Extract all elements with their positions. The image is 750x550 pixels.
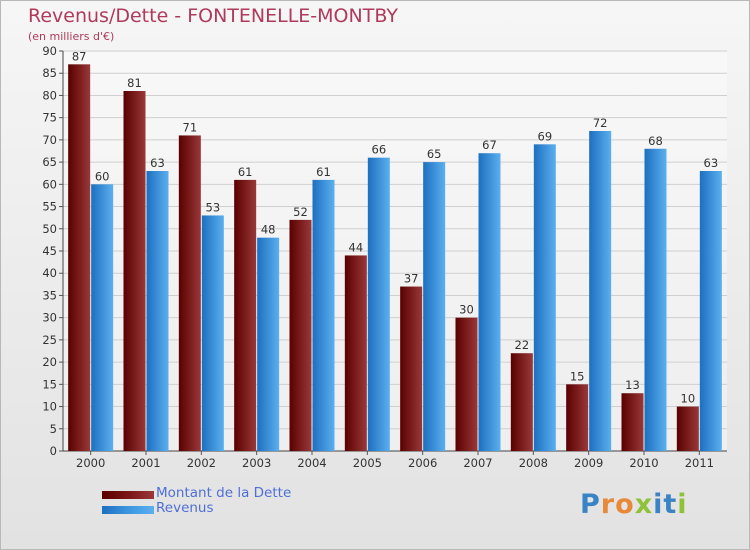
bar-revenue (478, 153, 501, 451)
data-label-debt: 37 (404, 272, 419, 286)
legend-swatch-revenue (102, 506, 154, 514)
x-tick-label: 2007 (463, 456, 492, 470)
data-label-revenue: 67 (482, 138, 497, 152)
data-label-debt: 10 (681, 392, 696, 406)
data-label-revenue: 68 (648, 134, 663, 148)
bar-debt (400, 286, 423, 451)
x-tick-label: 2009 (574, 456, 603, 470)
y-tick-label: 0 (50, 444, 57, 458)
y-tick-label: 10 (42, 400, 57, 414)
y-tick-label: 60 (42, 177, 57, 191)
data-label-revenue: 65 (427, 147, 442, 161)
logo-letter: i (677, 489, 688, 520)
x-tick-label: 2001 (131, 456, 160, 470)
data-label-revenue: 63 (150, 156, 165, 170)
y-tick-label: 20 (42, 355, 57, 369)
logo-letter: x (634, 489, 654, 520)
bar-revenue (312, 179, 335, 451)
bar-revenue (644, 148, 667, 451)
y-tick-label: 65 (42, 155, 57, 169)
data-label-debt: 22 (515, 338, 530, 352)
data-label-revenue: 72 (593, 116, 608, 130)
data-label-revenue: 53 (206, 200, 221, 214)
y-tick-label: 5 (50, 422, 57, 436)
y-tick-label: 80 (42, 88, 57, 102)
x-tick-label: 2003 (242, 456, 271, 470)
chart-subtitle: (en milliers d'€) (28, 30, 115, 43)
legend-label-revenue: Revenus (156, 500, 214, 516)
y-tick-label: 30 (42, 311, 57, 325)
bar-revenue (589, 131, 612, 451)
bar-debt (676, 406, 699, 451)
x-tick-label: 2002 (187, 456, 216, 470)
y-tick-label: 35 (42, 288, 57, 302)
bar-revenue (533, 144, 556, 452)
data-label-debt: 13 (625, 378, 640, 392)
bar-debt (455, 317, 478, 451)
bar-debt (344, 255, 367, 451)
bar-debt (289, 219, 312, 451)
y-tick-label: 75 (42, 111, 57, 125)
bar-debt (123, 91, 146, 451)
proxiti-logo: Proxiti (580, 489, 688, 520)
data-label-revenue: 69 (538, 129, 553, 143)
x-tick-label: 2000 (76, 456, 105, 470)
y-tick-label: 55 (42, 200, 57, 214)
data-label-debt: 61 (238, 165, 253, 179)
data-label-debt: 15 (570, 369, 585, 383)
legend-swatch-debt (102, 491, 154, 499)
legend-label-debt: Montant de la Dette (156, 485, 292, 501)
bar-revenue (699, 171, 722, 451)
logo-letter: r (600, 489, 616, 520)
chart-title: Revenus/Dette - FONTENELLE-MONTBY (28, 5, 398, 27)
data-label-debt: 52 (293, 205, 308, 219)
x-tick-label: 2008 (519, 456, 548, 470)
y-tick-label: 40 (42, 266, 57, 280)
x-tick-label: 2005 (353, 456, 382, 470)
x-tick-label: 2011 (685, 456, 714, 470)
y-tick-label: 70 (42, 133, 57, 147)
data-label-debt: 87 (72, 49, 87, 63)
data-label-debt: 44 (349, 240, 364, 254)
bar-debt (566, 384, 589, 451)
logo-letter: i (653, 489, 664, 520)
y-tick-label: 85 (42, 66, 57, 80)
x-tick-label: 2010 (629, 456, 658, 470)
bar-debt (68, 64, 91, 452)
y-tick-label: 90 (42, 44, 57, 58)
logo-letter: P (580, 489, 601, 520)
bar-revenue (367, 157, 390, 451)
y-tick-label: 15 (42, 377, 57, 391)
data-label-revenue: 63 (704, 156, 719, 170)
logo-letter: t (663, 489, 678, 520)
bar-debt (234, 179, 257, 451)
logo-letter: o (615, 489, 635, 520)
x-tick-label: 2004 (297, 456, 326, 470)
bar-revenue (146, 171, 169, 451)
data-label-debt: 71 (183, 120, 198, 134)
bar-debt (621, 393, 644, 451)
bar-revenue (91, 184, 114, 452)
bar-debt (510, 353, 533, 451)
bar-revenue (257, 237, 280, 451)
y-tick-label: 50 (42, 222, 57, 236)
data-label-revenue: 61 (316, 165, 331, 179)
y-tick-label: 25 (42, 333, 57, 347)
data-label-debt: 81 (127, 76, 142, 90)
y-tick-label: 45 (42, 244, 57, 258)
data-label-revenue: 48 (261, 223, 276, 237)
data-label-revenue: 66 (372, 143, 387, 157)
data-label-revenue: 60 (95, 169, 110, 183)
data-label-debt: 30 (459, 303, 474, 317)
bar-debt (178, 135, 201, 451)
x-tick-label: 2006 (408, 456, 437, 470)
bar-revenue (201, 215, 224, 451)
bar-revenue (423, 162, 446, 451)
